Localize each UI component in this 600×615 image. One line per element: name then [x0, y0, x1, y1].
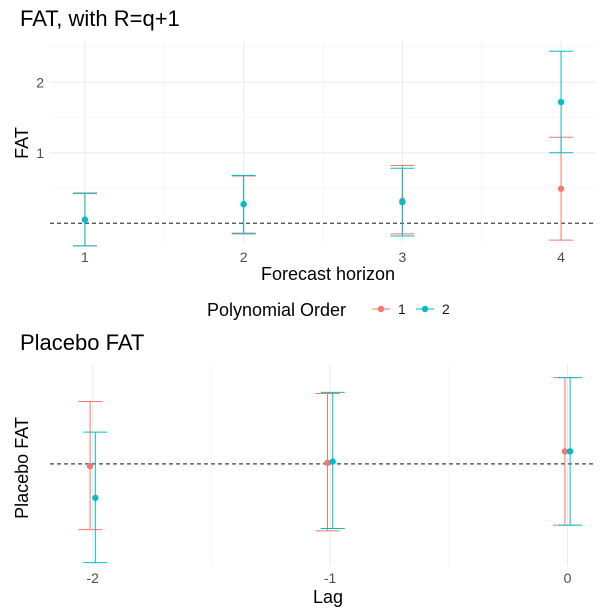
data-point-group [231, 174, 256, 235]
legend: Polynomial Order 1 2 [207, 300, 450, 320]
x-axis-label: Forecast horizon [261, 264, 395, 284]
grid-lines [50, 40, 596, 243]
legend-key-point-2 [421, 305, 429, 313]
data-point-group [390, 167, 415, 237]
legend-key-point-1 [377, 305, 385, 313]
data-point-group [78, 400, 103, 531]
data-point [557, 185, 565, 192]
data-point [329, 458, 336, 465]
data-point-group [315, 393, 340, 532]
data-point-group [558, 377, 583, 526]
data-marks [78, 377, 583, 564]
data-point-group [552, 377, 577, 526]
data-point [561, 448, 569, 455]
x-tick-label: 2 [240, 249, 248, 265]
x-tick-label: -1 [324, 570, 337, 586]
data-point-group [320, 391, 345, 530]
y-axis-label: Placebo FAT [12, 417, 32, 519]
data-point [92, 494, 99, 502]
data-point-group [549, 50, 574, 154]
x-axis-label: Lag [313, 587, 343, 607]
data-marks [72, 50, 574, 247]
y-axis-label: FAT [12, 127, 32, 159]
y-tick-label: 2 [36, 74, 44, 90]
legend-entry-1: 1 [372, 301, 406, 317]
legend-label-1: 1 [398, 301, 406, 317]
data-point [86, 462, 94, 470]
data-point [566, 448, 574, 455]
legend-label-2: 2 [442, 301, 450, 317]
x-tick-label: 1 [81, 249, 89, 265]
x-tick-label: 0 [564, 570, 572, 586]
x-tick-label: 3 [398, 249, 406, 265]
data-point [324, 459, 331, 466]
data-point-group [83, 431, 108, 564]
tick-labels: 1 2 3 4 1 2 [36, 74, 565, 265]
y-tick-label: 1 [36, 145, 44, 161]
data-point [399, 198, 406, 206]
tick-labels: -2 -1 0 [87, 570, 572, 586]
grid-lines [92, 364, 569, 566]
data-point-group [72, 192, 97, 247]
data-point [81, 216, 89, 223]
panel-placebo: Placebo FAT Placebo FAT Lag -2 -1 0 [12, 330, 596, 607]
x-tick-label: 4 [557, 249, 565, 265]
data-point [557, 98, 565, 106]
data-point [240, 201, 247, 208]
legend-title: Polynomial Order [207, 300, 346, 320]
chart-title: Placebo FAT [20, 330, 144, 355]
panel-fat: FAT, with R=q+1 FAT Forecast horizon 1 2 3… [12, 6, 596, 284]
chart-title: FAT, with R=q+1 [20, 6, 180, 31]
legend-entry-2: 2 [416, 301, 450, 317]
x-tick-label: -2 [87, 570, 100, 586]
